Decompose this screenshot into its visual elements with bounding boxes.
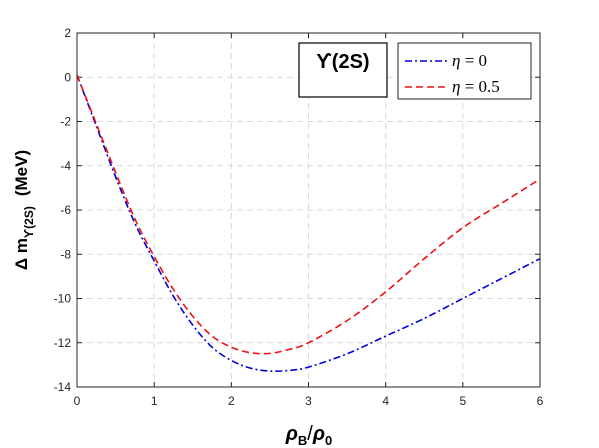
annotation-frame: [298, 42, 388, 98]
series-lines: [76, 74, 541, 373]
legend-label-eta-0: η = 0: [452, 51, 487, 70]
legend-label-eta-0-5: η = 0.5: [452, 77, 500, 96]
y-axis-label: Δ mϒ(2S)(MeV): [12, 150, 36, 270]
legend-value: = 0: [460, 51, 487, 70]
annotation-label: ϒ(2S): [316, 51, 369, 73]
series-line-eta-0-5: [76, 74, 541, 355]
x-tick-label: 2: [228, 394, 235, 408]
legend-symbol: η: [452, 51, 460, 70]
legend: η = 0 η = 0.5: [397, 42, 532, 100]
x-axis-label: ρB/ρ0: [285, 423, 332, 448]
legend-symbol: η: [452, 77, 460, 96]
x-tick-label: 3: [305, 394, 312, 408]
plot-frame: [76, 32, 541, 388]
x-tick-label: 4: [382, 394, 389, 408]
legend-frame: [397, 42, 532, 100]
y-tick-label: -10: [54, 292, 72, 306]
y-tick-label: -12: [54, 336, 72, 350]
y-tick-label: -2: [60, 115, 71, 129]
x-tick-label: 1: [151, 394, 158, 408]
y-tick-label: -4: [60, 159, 71, 173]
legend-value: = 0.5: [460, 77, 499, 96]
y-tick-label: -14: [54, 380, 72, 394]
x-tick-label: 5: [459, 394, 466, 408]
y-tick-label: -6: [60, 203, 71, 217]
y-tick-label: 0: [64, 70, 71, 84]
x-tick-label: 6: [537, 394, 544, 408]
y-tick-label: -8: [60, 247, 71, 261]
x-tick-label: 0: [74, 394, 81, 408]
y-tick-label: 2: [64, 26, 71, 40]
annotation-box: ϒ(2S): [298, 42, 388, 98]
series-line-eta-0: [76, 74, 541, 373]
axis-ticks: 0 1 2 3 4 5 6 2 0 -2 -4 -6 -8 -10 -12 -14: [54, 26, 544, 408]
